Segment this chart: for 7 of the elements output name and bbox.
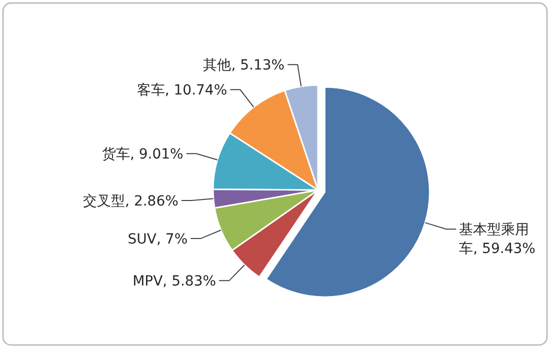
slice-label: 货车, 9.01% [102,146,184,163]
slice-label: 交叉型, 2.86% [83,193,178,210]
slice-label: 客车, 10.74% [136,82,228,99]
slice-label: 其他, 5.13% [203,58,285,74]
slice-label: 基本型乘用车, 59.43% [459,222,536,257]
slice-label: MPV, 5.83% [132,274,216,290]
slice-label: SUV, 7% [128,231,188,248]
